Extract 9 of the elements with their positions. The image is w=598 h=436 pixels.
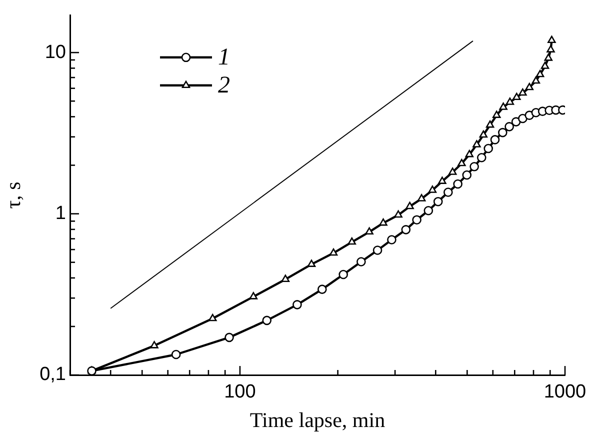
x-axis-title: Time lapse, min — [250, 408, 386, 432]
y-tick-label: 10 — [44, 42, 66, 63]
legend-label: 2 — [218, 72, 230, 99]
y-axis-title: τ, s — [1, 182, 26, 209]
y-tick-label: 0,1 — [40, 364, 66, 386]
x-tick-label: 1000 — [544, 382, 586, 403]
legend-label: 1 — [218, 44, 230, 71]
y-tick-label: 1 — [55, 203, 66, 224]
x-tick-label: 100 — [224, 382, 256, 403]
